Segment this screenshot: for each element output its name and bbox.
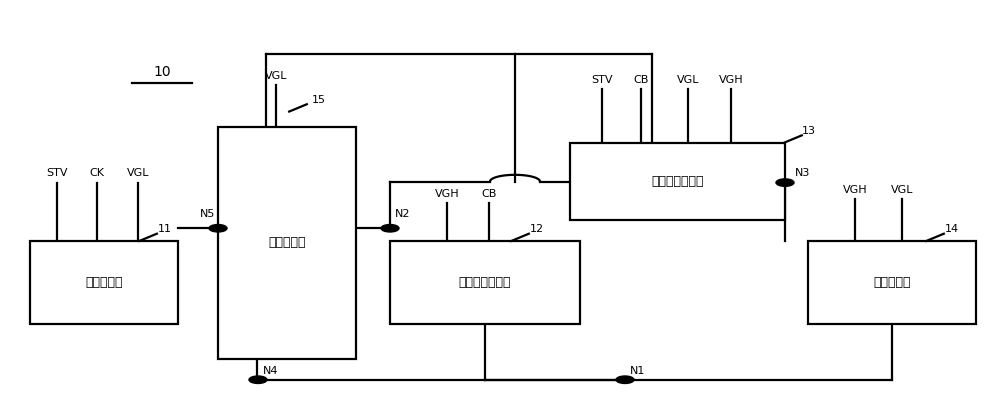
Text: VGH: VGH [435,189,459,199]
Text: 14: 14 [945,225,959,234]
Text: N4: N4 [263,366,278,376]
Text: N2: N2 [395,209,411,219]
Text: CK: CK [89,168,104,178]
Text: 13: 13 [802,126,816,136]
Text: N1: N1 [630,366,645,376]
Text: N3: N3 [795,168,810,178]
Text: 第二控制子电路: 第二控制子电路 [651,175,704,188]
Text: 输出子电路: 输出子电路 [873,276,911,289]
Text: 输入子电路: 输入子电路 [85,276,123,289]
Text: 12: 12 [530,225,544,234]
Circle shape [776,179,794,186]
Text: VGL: VGL [127,168,149,178]
FancyBboxPatch shape [30,241,178,324]
FancyBboxPatch shape [808,241,976,324]
Circle shape [249,376,267,383]
Text: CB: CB [633,75,649,85]
Circle shape [381,225,399,232]
Text: VGH: VGH [843,185,867,195]
Text: STV: STV [46,168,67,178]
Text: VGL: VGL [891,185,913,195]
Text: 11: 11 [158,225,172,234]
Text: CB: CB [481,189,496,199]
FancyBboxPatch shape [390,241,580,324]
FancyBboxPatch shape [218,127,356,359]
Text: VGL: VGL [677,75,699,85]
Text: VGL: VGL [265,71,287,81]
FancyBboxPatch shape [570,143,785,220]
Text: N5: N5 [200,209,215,219]
Text: 10: 10 [153,65,171,79]
Circle shape [209,225,227,232]
Text: VGH: VGH [719,75,744,85]
Text: 隔离子电路: 隔离子电路 [268,236,306,249]
Text: STV: STV [592,75,613,85]
Circle shape [616,376,634,383]
Text: 第一控制子电路: 第一控制子电路 [459,276,511,289]
Text: 15: 15 [312,95,326,105]
